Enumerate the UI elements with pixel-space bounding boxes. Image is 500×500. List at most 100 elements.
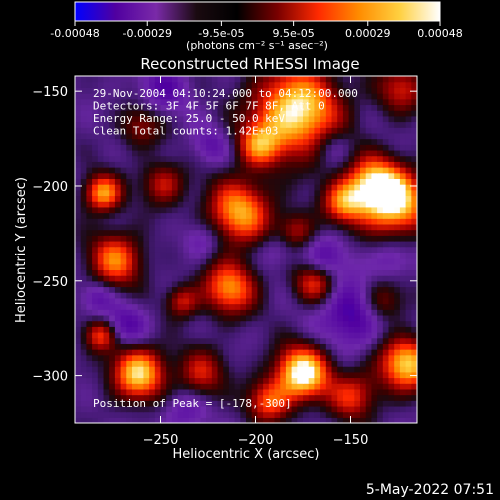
heatmap-cell <box>360 360 367 367</box>
heatmap-cell <box>360 269 367 276</box>
heatmap-cell <box>314 337 321 344</box>
heatmap-cell <box>189 149 196 157</box>
heatmap-cell <box>371 218 378 225</box>
heatmap-cell <box>257 405 264 413</box>
heatmap-cell <box>189 252 196 259</box>
heatmap-cell <box>223 161 230 168</box>
heatmap-cell <box>126 195 133 202</box>
heatmap-cell <box>377 201 384 208</box>
heatmap-cell <box>154 320 162 327</box>
heatmap-cell <box>348 195 355 202</box>
heatmap-cell <box>377 87 384 94</box>
heatmap-cell <box>405 366 412 373</box>
heatmap-cell <box>109 155 116 162</box>
heatmap-cell <box>348 388 355 396</box>
heatmap-cell <box>234 167 241 174</box>
heatmap-cell <box>228 292 236 299</box>
heatmap-cell <box>137 349 144 356</box>
heatmap-cell <box>291 280 298 288</box>
heatmap-cell <box>75 121 82 128</box>
heatmap-cell <box>342 383 350 390</box>
heatmap-cell <box>109 337 116 344</box>
heatmap-cell <box>228 178 236 185</box>
heatmap-cell <box>200 132 207 140</box>
heatmap-cell <box>92 189 99 197</box>
heatmap-cell <box>365 411 372 418</box>
heatmap-cell <box>103 320 110 327</box>
chart-title: Reconstructed RHESSI Image <box>140 55 359 73</box>
heatmap-cell <box>320 297 327 305</box>
heatmap-cell <box>183 349 190 356</box>
heatmap-cell <box>303 93 310 100</box>
heatmap-cell <box>183 132 190 140</box>
heatmap-cell <box>166 87 173 94</box>
heatmap-cell <box>103 212 110 219</box>
heatmap-cell <box>291 138 298 145</box>
heatmap-cell <box>280 366 287 373</box>
heatmap-cell <box>114 303 122 310</box>
heatmap-cell <box>177 292 184 299</box>
heatmap-cell <box>297 104 304 111</box>
heatmap-cell <box>320 371 327 379</box>
heatmap-cell <box>80 366 87 373</box>
heatmap-cell <box>189 229 196 236</box>
heatmap-cell <box>114 98 122 106</box>
heatmap-cell <box>246 377 253 384</box>
heatmap-cell <box>171 223 179 231</box>
heatmap-cell <box>348 98 355 106</box>
heatmap-cell <box>399 172 407 179</box>
heatmap-cell <box>92 269 99 276</box>
heatmap-cell <box>126 229 133 236</box>
heatmap-cell <box>240 411 247 418</box>
heatmap-cell <box>143 155 150 162</box>
heatmap-cell <box>388 417 395 423</box>
heatmap-cell <box>382 360 390 367</box>
heatmap-cell <box>171 337 179 344</box>
heatmap-cell <box>263 104 270 111</box>
heatmap-cell <box>217 104 224 111</box>
heatmap-cell <box>228 127 236 134</box>
heatmap-cell <box>280 246 287 253</box>
heatmap-cell <box>206 366 213 373</box>
heatmap-cell <box>154 223 162 231</box>
heatmap-cell <box>189 280 196 288</box>
heatmap-cell <box>371 144 378 151</box>
heatmap-cell <box>257 144 264 151</box>
heatmap-cell <box>342 246 350 253</box>
heatmap-cell <box>234 292 241 299</box>
heatmap-cell <box>268 292 276 299</box>
heatmap-cell <box>263 331 270 339</box>
heatmap-cell <box>137 292 144 299</box>
heatmap-cell <box>97 229 105 236</box>
heatmap-cell <box>103 149 110 157</box>
heatmap-cell <box>297 167 304 174</box>
heatmap-cell <box>132 195 139 202</box>
heatmap-cell <box>217 110 224 117</box>
heatmap-cell <box>354 383 361 390</box>
heatmap-cell <box>103 377 110 384</box>
heatmap-cell <box>149 172 156 179</box>
heatmap-cell <box>189 223 196 231</box>
heatmap-cell <box>280 201 287 208</box>
heatmap-cell <box>308 161 315 168</box>
heatmap-cell <box>92 121 99 128</box>
heatmap-cell <box>160 93 167 100</box>
heatmap-cell <box>399 144 407 151</box>
heatmap-cell <box>189 269 196 276</box>
heatmap-cell <box>97 394 105 401</box>
heatmap-cell <box>285 240 293 248</box>
heatmap-cell <box>177 115 184 123</box>
heatmap-cell <box>234 337 241 344</box>
heatmap-cells <box>75 76 417 423</box>
heatmap-cell <box>189 218 196 225</box>
heatmap-cell <box>126 201 133 208</box>
heatmap-cell <box>251 366 258 373</box>
heatmap-cell <box>291 337 298 344</box>
heatmap-cell <box>211 388 219 396</box>
heatmap-cell <box>314 309 321 316</box>
heatmap-cell <box>320 178 327 185</box>
heatmap-cell <box>217 206 224 214</box>
heatmap-cell <box>303 104 310 111</box>
heatmap-cell <box>354 252 361 259</box>
heatmap-cell <box>325 417 333 423</box>
